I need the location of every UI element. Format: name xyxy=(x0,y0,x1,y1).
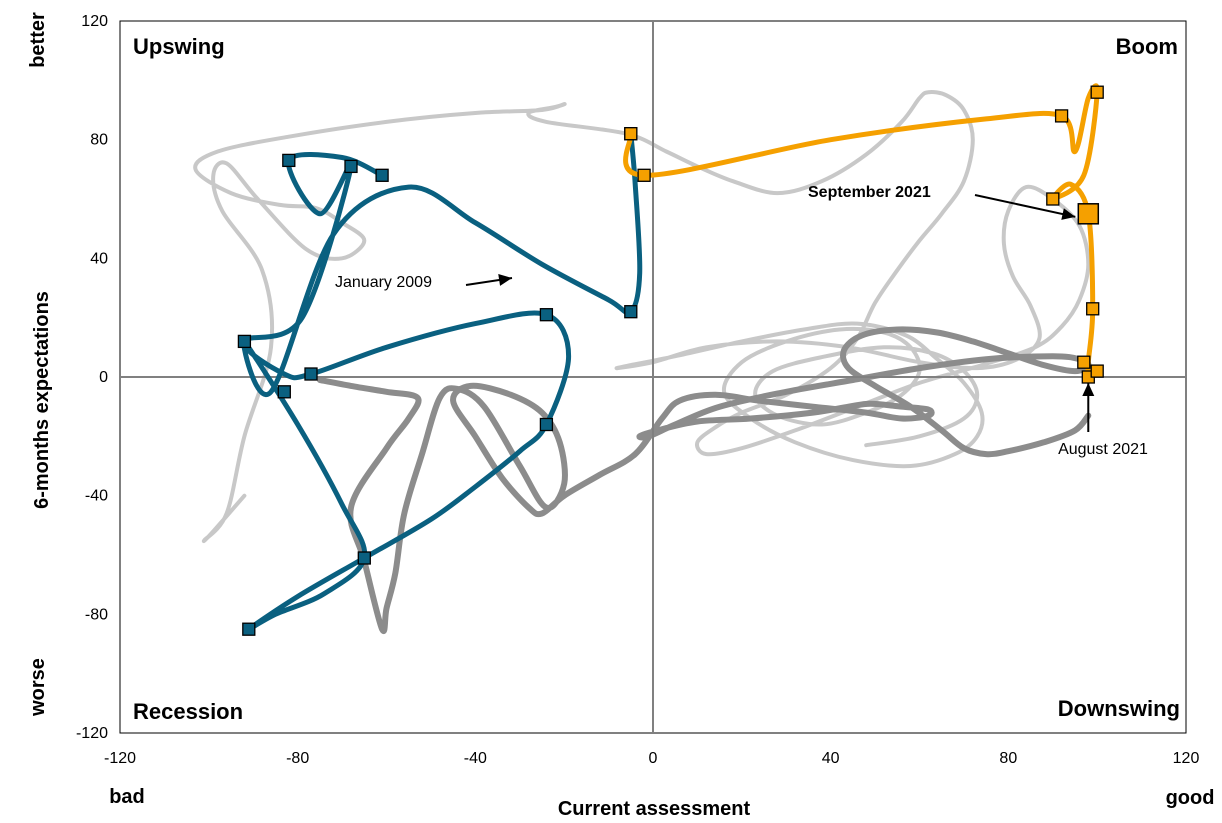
quadrant-label-upswing: Upswing xyxy=(133,34,225,59)
recent-point-marker xyxy=(1090,364,1104,378)
x-axis-title: Current assessment xyxy=(558,798,751,820)
recent-point-marker xyxy=(637,168,651,182)
recent-point-marker xyxy=(1077,355,1091,369)
crisis-point-marker xyxy=(539,308,554,322)
crisis-point-marker xyxy=(375,168,389,182)
x-tick-label: 120 xyxy=(1173,750,1200,767)
background-dark-series xyxy=(316,326,1092,634)
y-tick-label: -120 xyxy=(76,725,108,742)
x-tick-label: 40 xyxy=(822,750,840,767)
series-markers xyxy=(237,85,1104,636)
annotation-september-2021: September 2021 xyxy=(808,184,931,201)
y-tick-label: 40 xyxy=(90,250,108,267)
x-tick-label: -80 xyxy=(286,750,309,767)
y-tick-label: -80 xyxy=(85,606,108,623)
x-axis-right-end-label: good xyxy=(1166,787,1215,809)
crisis-point-marker xyxy=(282,153,296,168)
x-tick-label: -40 xyxy=(464,750,487,767)
annotation-january-2009: January 2009 xyxy=(335,274,432,291)
annotations: January 2009 September 2021 August 2021 xyxy=(335,184,1148,458)
crisis-point-marker xyxy=(242,622,256,636)
axis-ticks: -120 -80 -40 0 40 80 120 -120 -80 -40 0 40 80 120 xyxy=(76,13,1199,767)
recent-point-marker xyxy=(624,127,638,141)
background-dark-series-line xyxy=(316,326,1092,634)
y-axis-top-end-label: better xyxy=(27,12,49,68)
recent-point-marker xyxy=(1086,302,1100,316)
quadrant-label-downswing: Downswing xyxy=(1058,696,1180,721)
crisis-point-marker xyxy=(357,551,371,565)
y-axis-title: 6-months expectations xyxy=(31,291,53,509)
background-light-series xyxy=(193,90,1091,544)
crisis-series xyxy=(241,131,643,633)
y-tick-label: -40 xyxy=(85,488,108,505)
crisis-series-line xyxy=(241,131,643,633)
quadrant-label-recession: Recession xyxy=(133,699,243,724)
recent-point-marker xyxy=(1054,109,1069,123)
crisis-point-marker xyxy=(237,334,252,349)
y-axis-bottom-end-label: worse xyxy=(27,658,49,717)
crisis-point-marker xyxy=(539,417,554,432)
annotation-august-2021-arrow-head xyxy=(1082,383,1095,396)
crisis-point-marker xyxy=(277,385,291,399)
crisis-point-marker xyxy=(624,305,638,319)
y-tick-label: 80 xyxy=(90,132,108,149)
annotation-september-2021-arrow-shaft xyxy=(974,194,1076,218)
latest-point-marker xyxy=(1077,203,1100,225)
x-axis-left-end-label: bad xyxy=(109,786,145,808)
y-tick-label: 0 xyxy=(99,369,108,386)
annotation-january-2009-arrow-head xyxy=(498,274,512,286)
annotation-august-2021: August 2021 xyxy=(1058,441,1148,458)
quadrant-label-boom: Boom xyxy=(1116,34,1178,59)
annotation-september-2021-arrow-head xyxy=(1061,208,1076,220)
x-tick-label: -120 xyxy=(104,750,136,767)
x-tick-label: 80 xyxy=(999,750,1017,767)
crisis-point-marker xyxy=(304,367,318,381)
x-tick-label: 0 xyxy=(649,750,658,767)
y-tick-label: 120 xyxy=(81,13,108,30)
background-light-series-line xyxy=(193,90,1091,544)
recent-point-marker xyxy=(1090,85,1104,99)
recent-point-marker xyxy=(1046,192,1060,206)
crisis-point-marker xyxy=(344,159,358,174)
